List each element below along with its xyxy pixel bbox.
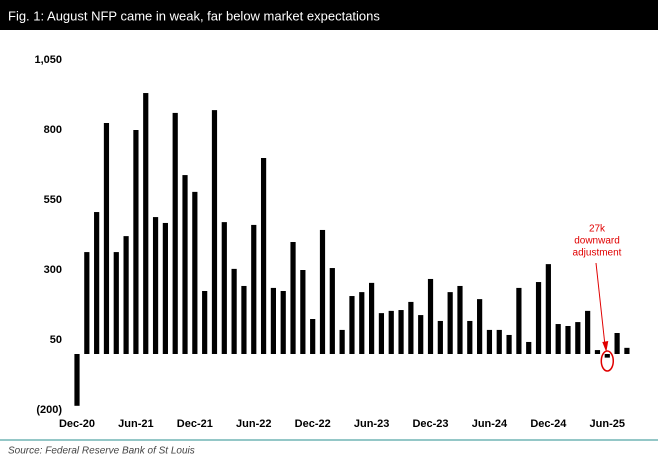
x-tick-label: Jun-24 <box>472 418 508 430</box>
annotation-arrow <box>595 262 606 349</box>
y-tick-label: 550 <box>44 194 62 206</box>
bar <box>388 310 394 354</box>
bar <box>280 291 286 354</box>
bar <box>202 291 208 354</box>
bar <box>624 347 630 354</box>
bar <box>94 212 100 354</box>
bar <box>575 322 581 354</box>
bar <box>192 191 198 354</box>
bar <box>398 310 404 354</box>
bar <box>545 264 551 354</box>
bar <box>496 329 502 354</box>
x-tick-label: Jun-21 <box>118 418 153 430</box>
y-tick-label: 300 <box>44 264 62 276</box>
y-tick-label: 800 <box>44 124 62 136</box>
bar <box>457 285 463 354</box>
bar <box>555 324 561 354</box>
bar <box>418 315 424 354</box>
bar <box>427 278 434 354</box>
bar <box>74 354 80 406</box>
bar <box>84 252 90 354</box>
x-tick-label: Jun-25 <box>590 418 625 430</box>
bar <box>300 270 306 354</box>
bar <box>310 319 316 354</box>
bar <box>506 334 512 354</box>
bar <box>408 301 414 354</box>
y-tick-label: 1,050 <box>34 54 62 66</box>
bar <box>290 242 296 354</box>
x-tick-label: Dec-21 <box>177 418 213 430</box>
bar <box>594 350 601 354</box>
bar <box>516 287 522 354</box>
source: Source: Federal Reserve Bank of St Louis <box>8 446 195 457</box>
bar <box>437 320 443 354</box>
x-tick-label: Jun-22 <box>236 418 271 430</box>
bar <box>565 326 571 354</box>
bar <box>162 222 168 354</box>
bar <box>349 296 355 354</box>
arrow-head <box>602 341 609 352</box>
y-tick-label: (200) <box>36 404 62 416</box>
bar <box>270 287 276 354</box>
bar <box>614 333 620 354</box>
bar <box>211 110 218 355</box>
x-tick-label: Dec-24 <box>530 418 567 430</box>
x-tick-label: Dec-20 <box>59 418 95 430</box>
bar <box>133 130 139 354</box>
bar <box>143 93 149 354</box>
y-tick-label: 50 <box>50 334 62 346</box>
bar <box>182 175 188 354</box>
bar <box>359 292 365 354</box>
bar <box>604 354 610 358</box>
bar <box>113 252 119 354</box>
bar <box>378 313 385 354</box>
title-bar <box>0 0 658 30</box>
bar <box>447 292 453 354</box>
bar <box>585 310 591 354</box>
bar <box>241 285 247 354</box>
bar <box>152 217 159 354</box>
bar <box>231 268 237 354</box>
bar <box>103 123 110 354</box>
bar <box>260 158 267 354</box>
x-tick-label: Dec-22 <box>295 418 331 430</box>
annotation: downward <box>574 236 620 247</box>
bar <box>339 329 345 354</box>
bar <box>251 224 257 354</box>
x-tick-label: Jun-23 <box>354 418 389 430</box>
x-tick-label: Dec-23 <box>412 418 448 430</box>
bar <box>477 299 483 354</box>
bar <box>329 268 335 354</box>
bar <box>172 112 178 354</box>
bar <box>319 229 326 354</box>
chart-title: Fig. 1: August NFP came in weak, far bel… <box>8 8 380 23</box>
annotation: adjustment <box>573 248 622 259</box>
bar <box>467 320 473 354</box>
bar <box>526 341 532 354</box>
bar <box>221 222 227 354</box>
bar <box>486 329 493 354</box>
annotation-circle <box>600 350 615 372</box>
bar <box>535 282 542 354</box>
annotation: 27k <box>589 224 606 235</box>
bar <box>123 236 129 354</box>
bar <box>369 282 375 354</box>
